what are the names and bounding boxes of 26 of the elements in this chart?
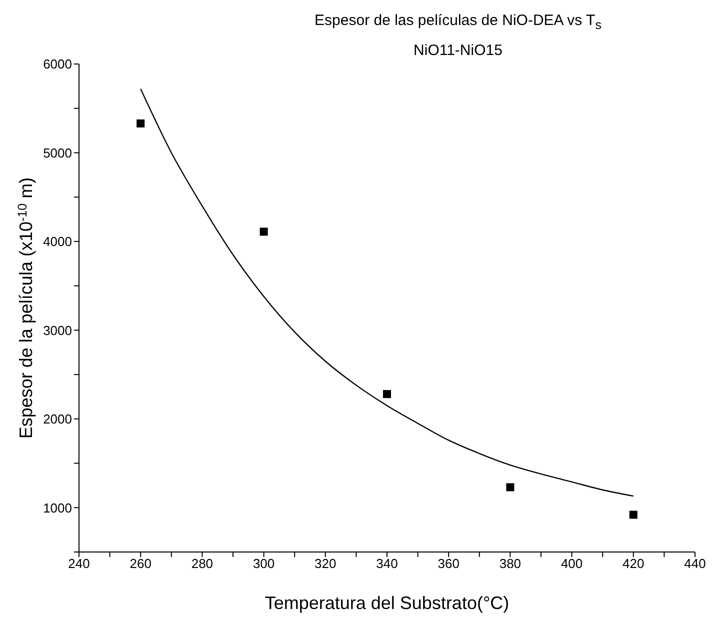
x-tick-label: 440: [684, 556, 706, 572]
y-tick-label: 3000: [43, 322, 72, 338]
chart-title: Espesor de las películas de NiO-DEA vs T$_{s}$: [314, 12, 602, 32]
point: [136, 119, 145, 128]
y-tick-label: 5000: [43, 145, 72, 160]
x-tick-label: 300: [252, 556, 275, 572]
x-tick-label: 280: [191, 556, 214, 572]
x-tick-label: 420: [622, 556, 644, 572]
x-tick-label: 400: [560, 556, 583, 572]
point: [629, 510, 638, 519]
y-tick-label: 2000: [43, 412, 72, 427]
y-tick-label: 6000: [43, 56, 72, 72]
point: [260, 228, 268, 236]
line-series: [140, 88, 634, 497]
x-tick-label: 240: [68, 556, 90, 572]
x-axis-title: Temperatura del Substrato(°C): [264, 593, 510, 613]
point: [506, 483, 514, 492]
point: [383, 390, 391, 398]
y-tick-label: 4000: [43, 234, 72, 250]
x-tick-label: 340: [376, 556, 398, 572]
y-tick-label: 1000: [43, 500, 72, 516]
x-tick-label: 260: [130, 556, 152, 572]
x-tick-label: 380: [499, 556, 522, 572]
x-tick-label: 320: [314, 556, 336, 572]
chart-subtitle: NiO11-NiO15: [412, 42, 504, 59]
x-tick-label: 360: [438, 556, 460, 572]
